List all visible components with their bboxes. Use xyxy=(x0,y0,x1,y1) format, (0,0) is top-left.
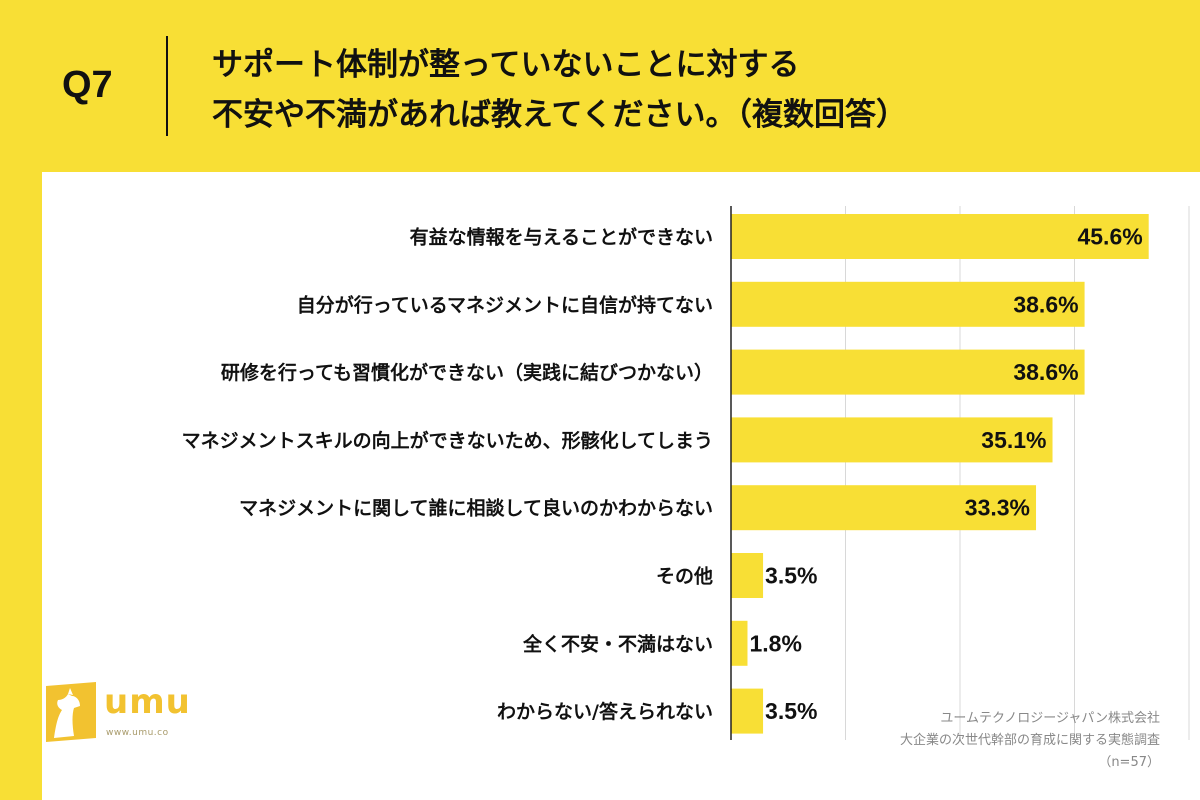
value-label: 3.5% xyxy=(765,563,817,589)
value-label: 45.6% xyxy=(1077,224,1142,250)
logo-text: umu xyxy=(104,682,191,722)
bar xyxy=(731,485,1037,531)
value-label: 1.8% xyxy=(749,630,801,656)
value-label: 35.1% xyxy=(981,427,1046,453)
value-label: 38.6% xyxy=(1013,359,1078,385)
umu-logo: umu www.umu.co xyxy=(40,680,210,750)
category-label: 自分が行っているマネジメントに自信が持てない xyxy=(297,293,713,316)
category-label: わからない/答えられない xyxy=(497,700,713,723)
value-label: 3.5% xyxy=(765,698,817,724)
question-title-line-1: サポート体制が整っていないことに対する xyxy=(212,47,800,83)
header-divider xyxy=(166,36,168,136)
bar xyxy=(731,349,1085,395)
source-note: ユームテクノロジージャパン株式会社 大企業の次世代幹部の育成に関する実態調査 （… xyxy=(900,708,1160,774)
question-title: サポート体制が整っていないことに対する 不安や不満があれば教えてください。（複数… xyxy=(212,40,907,140)
question-label: Q7 xyxy=(62,64,113,106)
source-company: ユームテクノロジージャパン株式会社 xyxy=(940,711,1160,726)
category-label: マネジメントスキルの向上ができないため、形骸化してしまう xyxy=(182,429,713,452)
question-title-line-2: 不安や不満があれば教えてください。（複数回答） xyxy=(212,97,908,133)
source-survey: 大企業の次世代幹部の育成に関する実態調査 xyxy=(899,733,1160,748)
source-sample: （n=57） xyxy=(1098,755,1160,770)
header: Q7 サポート体制が整っていないことに対する 不安や不満があれば教えてください。… xyxy=(0,0,1200,170)
chart-panel: 有益な情報を与えることができない 45.6% 自分が行っているマネジメントに自信が持… xyxy=(42,172,1200,800)
category-label: 研修を行っても習慣化ができない（実践に結びつかない） xyxy=(221,361,713,384)
bar xyxy=(731,417,1053,463)
bar xyxy=(731,214,1149,259)
category-label: マネジメントに関して誰に相談して良いのかわからない xyxy=(239,497,713,520)
bar xyxy=(731,281,1085,327)
value-label: 33.3% xyxy=(965,495,1030,521)
bar xyxy=(731,553,764,598)
category-label: 有益な情報を与えることができない xyxy=(410,226,713,249)
bar xyxy=(731,688,764,734)
bar xyxy=(731,620,748,666)
value-label: 38.6% xyxy=(1013,291,1078,317)
logo-url: www.umu.co xyxy=(106,728,169,738)
category-label: 全く不安・不満はない xyxy=(522,632,713,655)
category-label: その他 xyxy=(656,565,713,588)
bar-chart: 有益な情報を与えることができない 45.6% 自分が行っているマネジメントに自信が持… xyxy=(182,206,1190,740)
horse-logo-icon xyxy=(46,682,96,742)
